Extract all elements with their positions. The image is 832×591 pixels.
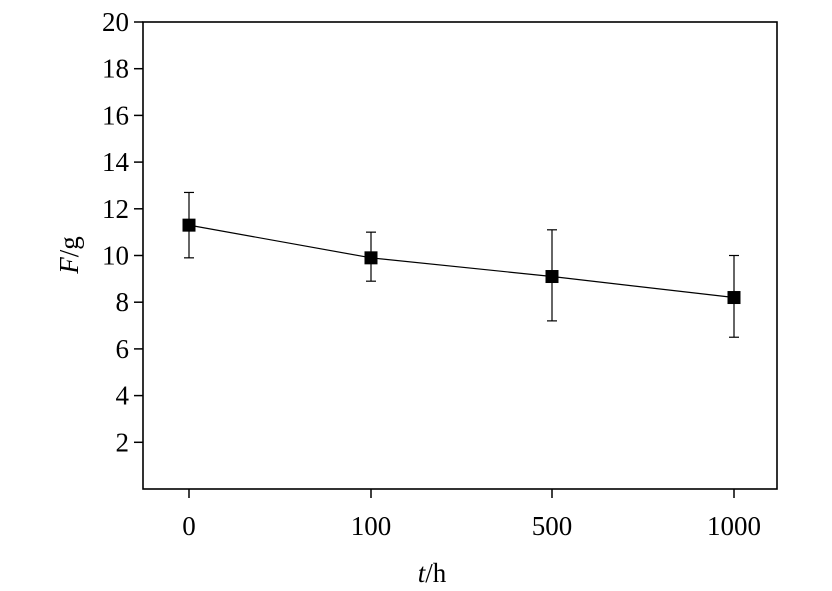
y-tick-label: 6 — [116, 334, 130, 364]
y-tick-label: 12 — [102, 194, 129, 224]
x-tick-label: 0 — [182, 511, 196, 541]
y-axis-unit: /g — [54, 236, 84, 257]
y-axis-title: F/g — [54, 236, 84, 275]
y-tick-label: 10 — [102, 241, 129, 271]
y-tick-label: 2 — [116, 427, 130, 457]
y-tick-label: 18 — [102, 54, 129, 84]
y-tick-label: 14 — [102, 147, 130, 177]
y-tick-label: 20 — [102, 7, 129, 37]
series-layer — [182, 191, 741, 338]
data-point — [364, 251, 378, 265]
x-tick-label: 1000 — [707, 511, 761, 541]
x-tick-label: 100 — [351, 511, 392, 541]
x-axis-title: t/h — [418, 558, 447, 588]
x-axis: 0 100 500 1000 — [182, 489, 761, 541]
series-line — [188, 224, 735, 299]
x-axis-symbol: t — [418, 558, 427, 588]
data-point — [182, 218, 196, 232]
data-point — [727, 291, 741, 305]
y-tick-label: 8 — [116, 287, 130, 317]
y-axis: 2 4 6 8 10 12 14 16 18 20 — [102, 7, 143, 457]
y-axis-symbol: F — [54, 257, 84, 275]
y-tick-label: 16 — [102, 100, 129, 130]
plot-frame — [142, 21, 778, 490]
x-tick-label: 500 — [532, 511, 573, 541]
data-point — [545, 270, 559, 284]
x-axis-unit: /h — [425, 558, 447, 588]
y-tick-label: 4 — [116, 381, 130, 411]
